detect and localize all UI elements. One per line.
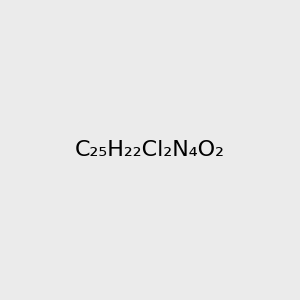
Text: C₂₅H₂₂Cl₂N₄O₂: C₂₅H₂₂Cl₂N₄O₂ xyxy=(75,140,225,160)
